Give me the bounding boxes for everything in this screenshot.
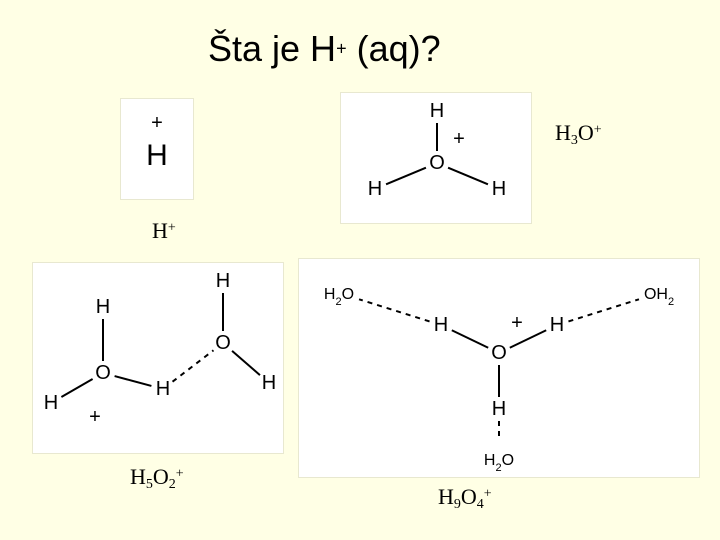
atom-H2O: H2O: [324, 286, 354, 308]
hydrogen-bond: [173, 350, 214, 381]
charge-plus: +: [453, 128, 465, 150]
page-title: Šta je H+ (aq)?: [208, 28, 441, 70]
bond: [448, 168, 488, 185]
label-h5o2-plus: H5O2+: [130, 464, 184, 493]
atom-H2O: H2O: [484, 452, 514, 474]
panel-proton: +H: [120, 98, 194, 200]
atom-H: H: [216, 270, 230, 292]
charge-plus: +: [511, 312, 523, 334]
bond: [61, 379, 92, 397]
panel-h5o2: O O H H H H H +: [32, 262, 284, 454]
molecule-svg: O O H H H H H +: [33, 263, 283, 453]
atom-H: H: [96, 296, 110, 318]
label-h-plus: H+: [152, 218, 176, 244]
atom-H: H: [146, 139, 168, 172]
atom-H: H: [492, 178, 506, 200]
charge-plus: +: [89, 406, 101, 428]
molecule-svg: +H: [121, 99, 193, 199]
atom-O: O: [491, 342, 507, 364]
atom-H: H: [492, 398, 506, 420]
atom-H: H: [550, 314, 564, 336]
atom-H: H: [430, 100, 444, 122]
hydrogen-bond: [359, 299, 430, 321]
title-text-before: Šta je H: [208, 28, 336, 69]
atom-OH2: OH2: [644, 286, 674, 308]
panel-hydronium: O H H H +: [340, 92, 532, 224]
bond: [386, 168, 426, 185]
bond: [232, 351, 260, 375]
label-h3o-plus: H3O+: [555, 120, 602, 149]
molecule-svg: O H H H +: [341, 93, 531, 223]
panel-h9o4: O H H H H2O OH2 H2O +: [298, 258, 700, 478]
atom-H: H: [434, 314, 448, 336]
atom-H: H: [44, 392, 58, 414]
title-sup: +: [336, 39, 347, 59]
molecule-svg: O H H H H2O OH2 H2O +: [299, 259, 699, 477]
atom-O: O: [215, 332, 231, 354]
atom-O: O: [95, 362, 111, 384]
atom-H: H: [368, 178, 382, 200]
atom-H: H: [262, 372, 276, 394]
hydrogen-bond: [568, 299, 639, 321]
atom-O: O: [429, 152, 445, 174]
charge-plus: +: [151, 112, 163, 134]
bond: [452, 330, 488, 348]
title-text-after: (aq)?: [347, 28, 441, 69]
label-h9o4-plus: H9O4+: [438, 484, 492, 513]
atom-H: H: [156, 378, 170, 400]
bond: [115, 376, 152, 386]
